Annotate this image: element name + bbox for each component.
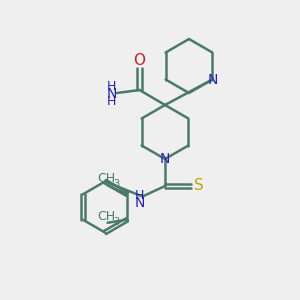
Text: N: N: [160, 152, 170, 166]
Text: H: H: [107, 95, 116, 108]
Text: 3: 3: [113, 179, 119, 189]
Text: CH: CH: [97, 172, 115, 185]
Text: 3: 3: [113, 217, 119, 227]
Text: N: N: [134, 196, 145, 209]
Text: N: N: [106, 88, 117, 101]
Text: CH: CH: [97, 210, 115, 223]
Text: H: H: [135, 188, 144, 202]
Text: O: O: [134, 53, 146, 68]
Text: H: H: [107, 80, 116, 93]
Text: N: N: [207, 73, 218, 86]
Text: S: S: [194, 178, 204, 194]
